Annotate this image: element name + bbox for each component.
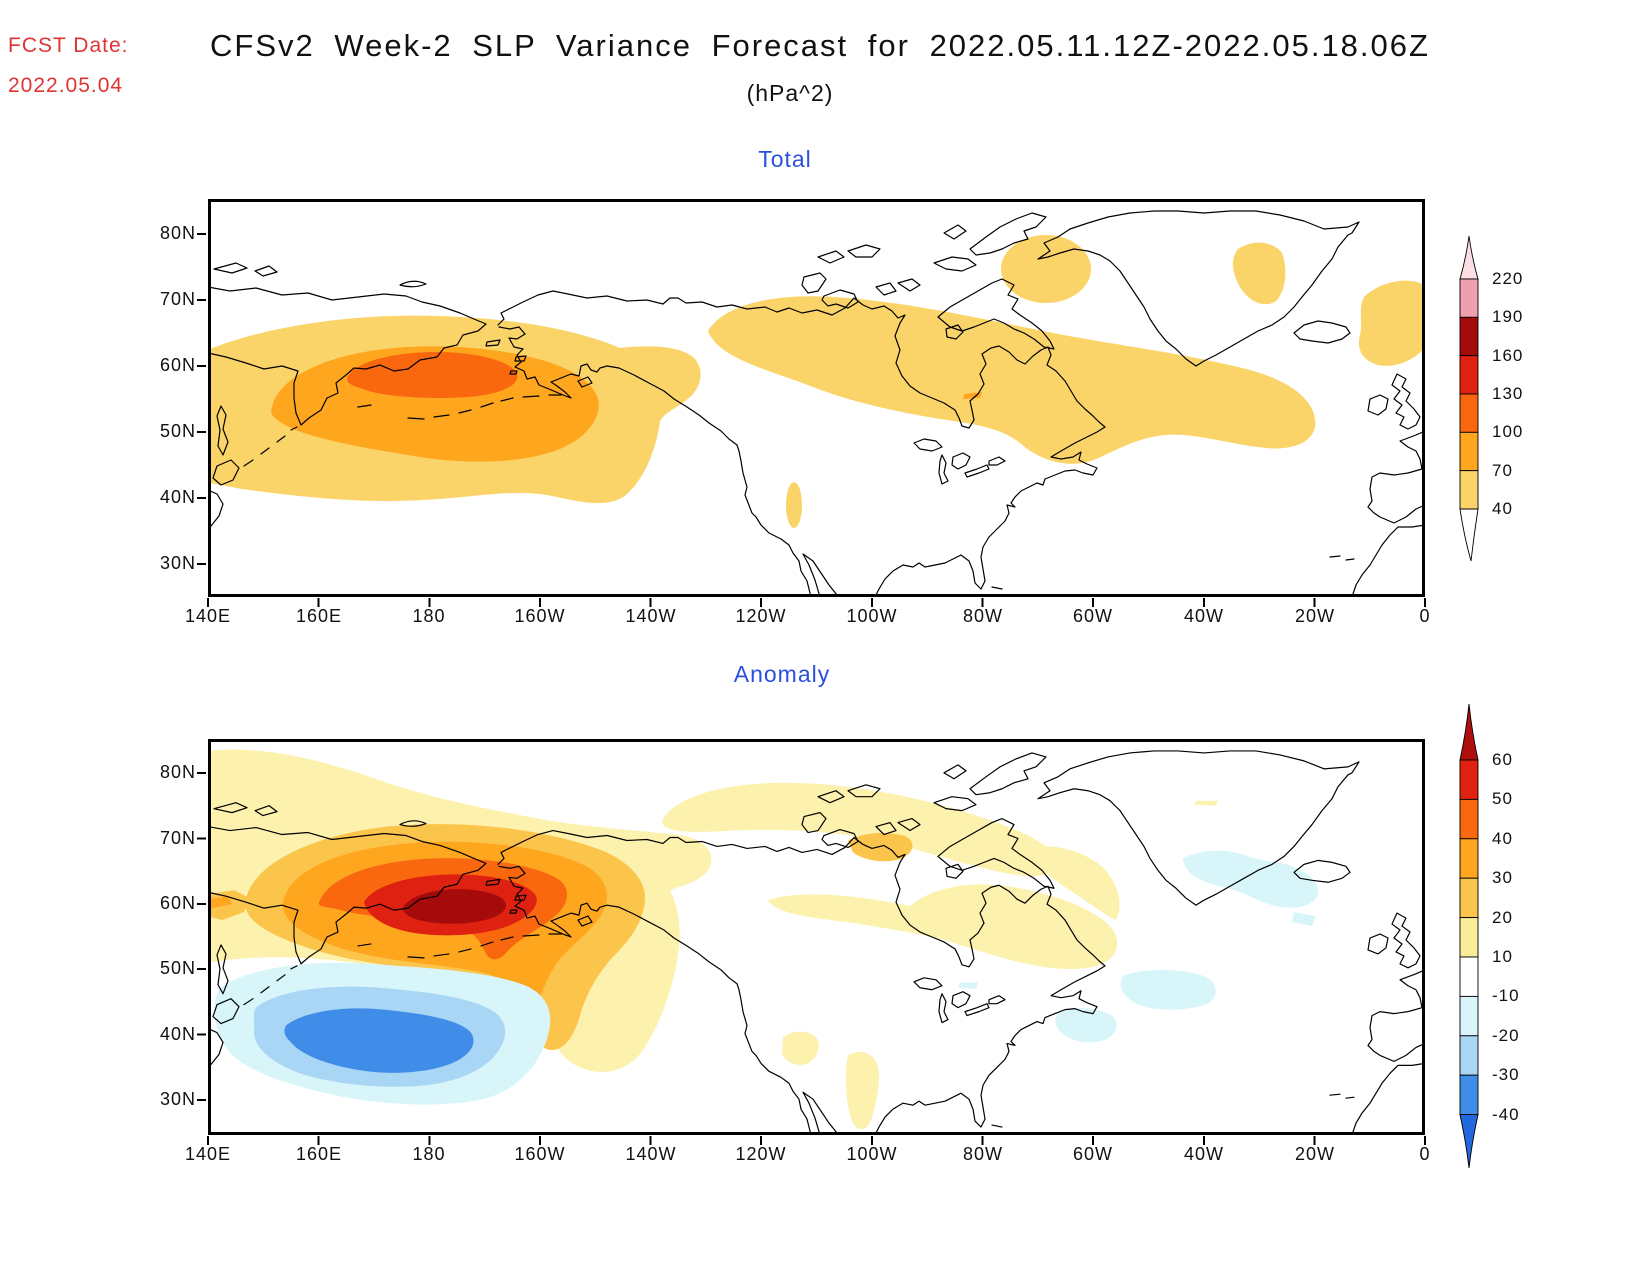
colorbar-label: 60 (1492, 750, 1513, 769)
lon-tick-label: 180 (412, 1144, 446, 1164)
lat-tick-label: 80N (159, 762, 196, 782)
lon-tick-label: 60W (1072, 1144, 1113, 1164)
colorbar-label: 190 (1492, 307, 1524, 326)
anomaly-colorbar (1459, 703, 1479, 1169)
total-lat-tickmarks (197, 199, 206, 597)
figure-units: (hPa^2) (746, 80, 834, 106)
lat-tick-label: 40N (159, 1024, 196, 1044)
panel-title-total: Total (758, 146, 812, 172)
colorbar-label: 20 (1492, 908, 1513, 927)
total-lon-tickmarks (207, 598, 1429, 607)
lon-tick-label: 120W (735, 1144, 787, 1164)
lon-tick-label: 0 (1419, 1144, 1431, 1164)
colorbar-label: 30 (1492, 868, 1513, 887)
lon-tick-label: 40W (1183, 606, 1224, 626)
lon-tick-label: 140E (184, 1144, 232, 1164)
lon-tick-label: 180 (412, 606, 446, 626)
panel-title-anomaly: Anomaly (733, 661, 831, 687)
lat-tick-label: 50N (159, 421, 196, 441)
lat-tick-label: 80N (159, 223, 196, 243)
lon-tick-label: 0 (1419, 606, 1431, 626)
colorbar-label: 160 (1492, 346, 1524, 365)
total-map (208, 210, 1425, 597)
lat-tick-label: 70N (159, 289, 196, 309)
colorbar-label: 70 (1492, 461, 1513, 480)
colorbar-label: -40 (1492, 1105, 1520, 1124)
lon-tick-label: 160E (295, 606, 343, 626)
lon-tick-label: 80W (962, 606, 1003, 626)
lat-tick-label: 40N (159, 487, 196, 507)
colorbar-label: 220 (1492, 269, 1524, 288)
colorbar-label: 10 (1492, 947, 1513, 966)
lon-tick-label: 80W (962, 1144, 1003, 1164)
anomaly-lon-tickmarks (207, 1136, 1429, 1145)
anomaly-map-panel (208, 739, 1425, 1135)
lat-tick-label: 30N (159, 1089, 196, 1109)
total-map-panel (208, 199, 1425, 597)
lat-tick-label: 30N (159, 553, 196, 573)
anomaly-map (208, 749, 1425, 1135)
lon-tick-label: 100W (846, 1144, 898, 1164)
lat-tick-label: 60N (159, 355, 196, 375)
colorbar-label: 40 (1492, 829, 1513, 848)
colorbar-label: 130 (1492, 384, 1524, 403)
lon-tick-label: 160E (295, 1144, 343, 1164)
colorbar-label: 100 (1492, 422, 1524, 441)
lon-tick-label: 20W (1294, 1144, 1335, 1164)
forecast-date-label: FCST Date: (8, 34, 129, 57)
lon-tick-label: 160W (514, 1144, 566, 1164)
lon-tick-label: 160W (514, 606, 566, 626)
lat-tick-label: 50N (159, 958, 196, 978)
anomaly-shading-level-minus30-40 (284, 1008, 474, 1073)
forecast-date-value: 2022.05.04 (8, 74, 124, 97)
colorbar-label: -30 (1492, 1065, 1520, 1084)
colorbar-label: 50 (1492, 789, 1513, 808)
total-shading-level-100-130 (347, 352, 518, 398)
lon-tick-label: 140W (625, 606, 677, 626)
figure-title: CFSv2 Week-2 SLP Variance Forecast for 2… (210, 28, 1430, 63)
lon-tick-label: 140E (184, 606, 232, 626)
colorbar-label: -20 (1492, 1026, 1520, 1045)
lat-tick-label: 60N (159, 893, 196, 913)
lon-tick-label: 100W (846, 606, 898, 626)
colorbar-label: -10 (1492, 986, 1520, 1005)
lon-tick-label: 60W (1072, 606, 1113, 626)
total-colorbar (1459, 235, 1479, 562)
lon-tick-label: 40W (1183, 1144, 1224, 1164)
lat-tick-label: 70N (159, 828, 196, 848)
anomaly-lat-tickmarks (197, 739, 206, 1135)
lon-tick-label: 140W (625, 1144, 677, 1164)
lon-tick-label: 20W (1294, 606, 1335, 626)
colorbar-label: 40 (1492, 499, 1513, 518)
lon-tick-label: 120W (735, 606, 787, 626)
